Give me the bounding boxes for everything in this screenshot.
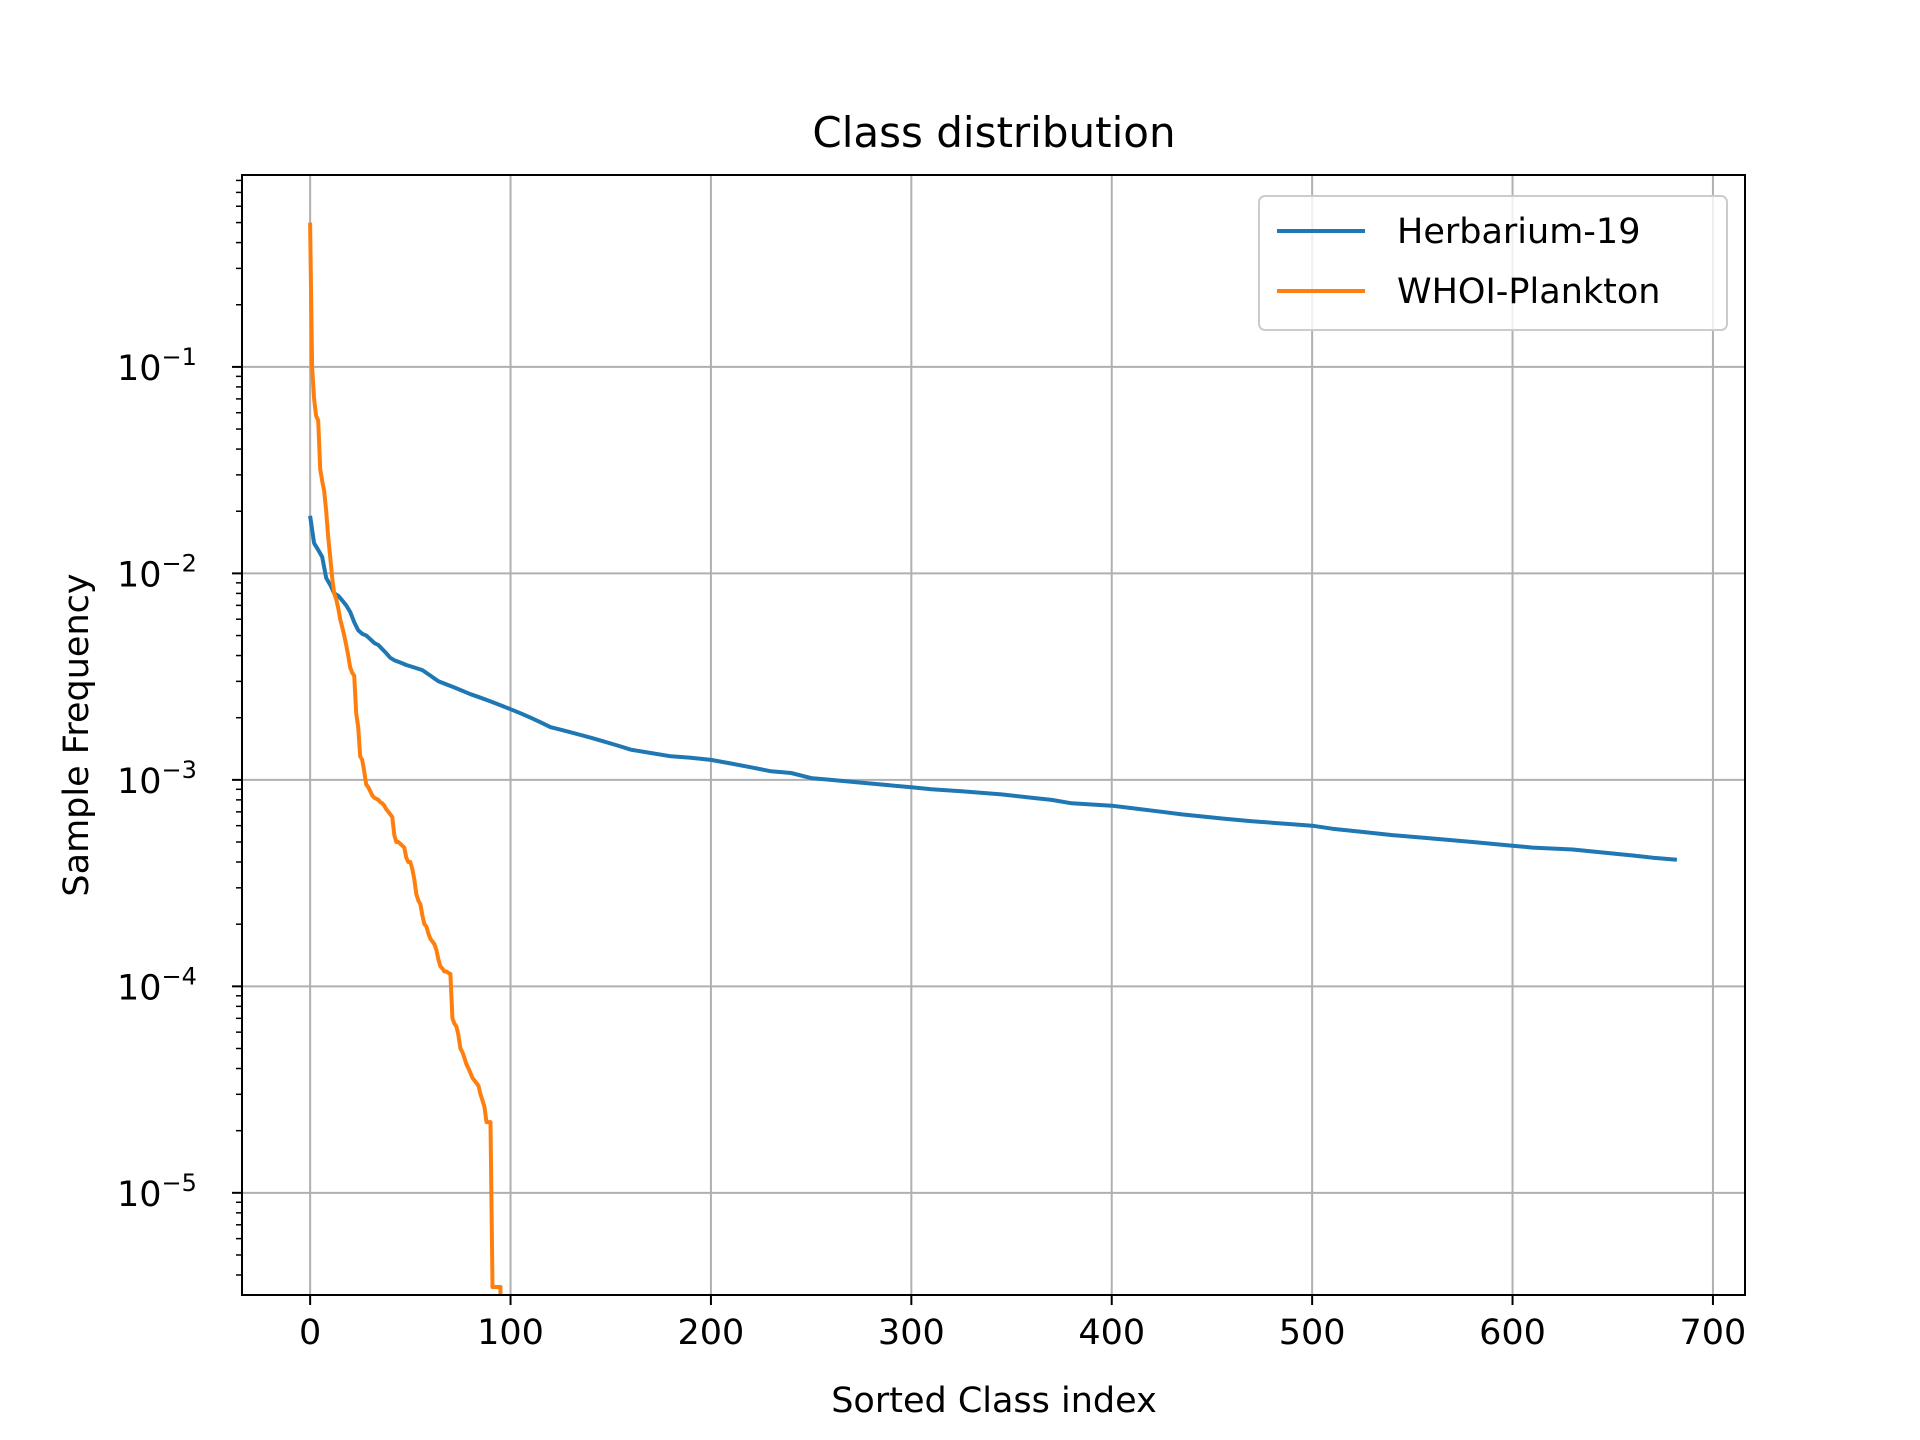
series-lines [308, 222, 1678, 1295]
x-tick-label: 100 [477, 1313, 544, 1353]
y-tick-label: 10−4 [117, 962, 197, 1008]
x-axis-ticks: 0 100 200 300 400 500 600 700 [299, 1295, 1746, 1353]
x-tick-label: 300 [878, 1313, 945, 1353]
chart-title: Class distribution [812, 108, 1175, 157]
legend-box [1258, 195, 1728, 331]
y-axis-label: Sample Frequency [57, 573, 97, 896]
x-tick-label: 200 [678, 1313, 745, 1353]
grid [242, 175, 1745, 1295]
y-tick-label: 10−3 [117, 756, 197, 802]
y-tick-label: 10−2 [117, 549, 197, 595]
x-tick-label: 500 [1279, 1313, 1346, 1353]
legend: Herbarium-19 WHOI-Plankton [1258, 195, 1728, 331]
plot-frame [241, 174, 1746, 1296]
x-tick-label: 400 [1078, 1313, 1145, 1353]
y-axis-ticks: 10−110−210−310−410−5 [117, 179, 242, 1276]
x-tick-label: 600 [1479, 1313, 1546, 1353]
x-axis-label: Sorted Class index [831, 1381, 1157, 1421]
x-tick-label: 0 [299, 1313, 321, 1353]
series-line-herbarium-19 [308, 515, 1678, 862]
x-tick-label: 700 [1680, 1313, 1747, 1353]
series-line-whoi-plankton [308, 222, 503, 1295]
legend-label: Herbarium-19 [1397, 212, 1640, 252]
legend-label: WHOI-Plankton [1397, 272, 1660, 312]
